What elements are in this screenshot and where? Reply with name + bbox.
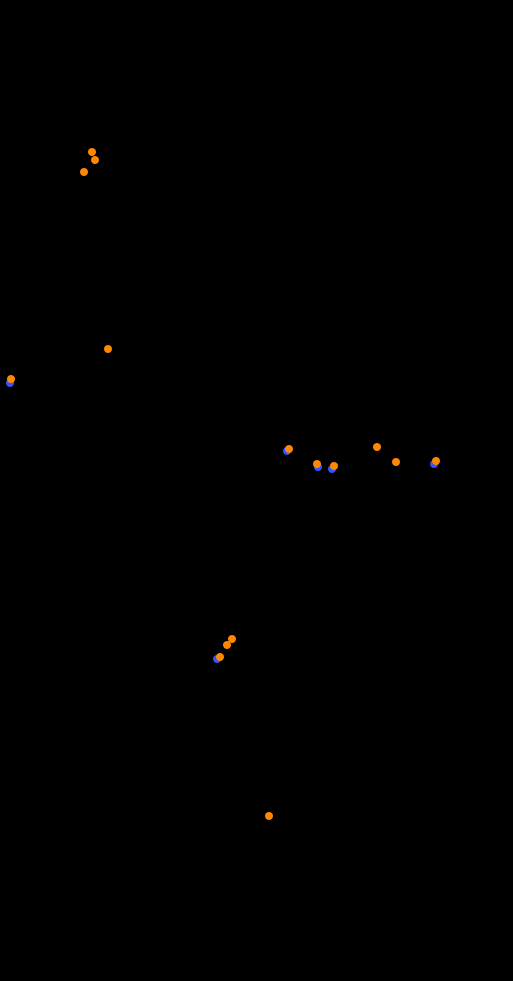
scatter-point-orange: [330, 462, 338, 470]
scatter-point-orange: [228, 635, 236, 643]
scatter-point-orange: [80, 168, 88, 176]
scatter-point-orange: [91, 156, 99, 164]
scatter-point-orange: [88, 148, 96, 156]
scatter-point-orange: [216, 653, 224, 661]
scatter-point-orange: [265, 812, 273, 820]
scatter-point-orange: [285, 445, 293, 453]
scatter-point-orange: [313, 460, 321, 468]
scatter-point-orange: [432, 457, 440, 465]
scatter-point-orange: [104, 345, 112, 353]
scatter-plot: [0, 0, 513, 981]
scatter-point-orange: [7, 375, 15, 383]
scatter-point-orange: [373, 443, 381, 451]
scatter-point-orange: [392, 458, 400, 466]
